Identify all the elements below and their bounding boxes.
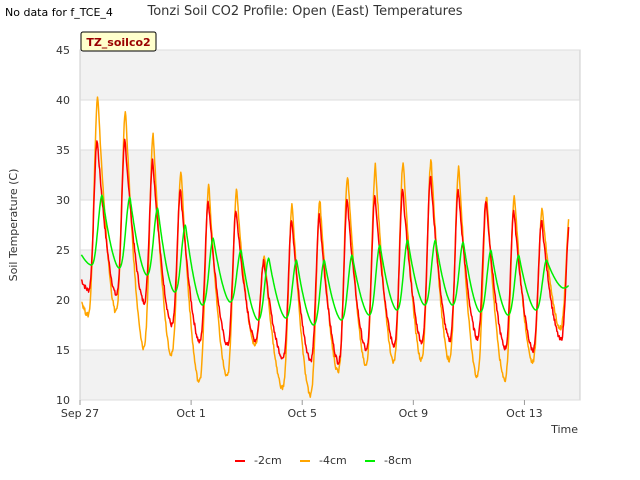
y-tick-label: 15	[56, 344, 70, 357]
plot-bands	[80, 50, 580, 400]
y-tick-label: 35	[56, 144, 70, 157]
x-axis-label: Time	[550, 423, 578, 436]
plot-band	[80, 50, 580, 100]
series-line-2cm	[80, 138, 570, 365]
chart-title: Tonzi Soil CO2 Profile: Open (East) Temp…	[146, 4, 462, 19]
y-axis-label: Soil Temperature (C)	[7, 169, 20, 282]
plot-band	[80, 350, 580, 400]
legend-label: -8cm	[384, 454, 412, 467]
plot-band	[80, 250, 580, 300]
legend-label: -4cm	[319, 454, 347, 467]
x-tick-label: Oct 9	[399, 407, 429, 420]
x-tick-label: Oct 13	[506, 407, 543, 420]
tag-box: TZ_soilco2	[80, 31, 157, 52]
y-tick-label: 10	[56, 394, 70, 407]
y-tick-label: 20	[56, 294, 70, 307]
y-tick-label: 25	[56, 244, 70, 257]
x-tick-label: Oct 5	[287, 407, 317, 420]
no-data-note: No data for f_TCE_4	[5, 6, 113, 19]
legend-label: -2cm	[254, 454, 282, 467]
series-line-8cm	[80, 194, 570, 326]
y-tick-label: 45	[56, 44, 70, 57]
series-lines	[80, 96, 570, 398]
tag-label: TZ_soilco2	[86, 36, 150, 49]
y-axis-ticks: 10 15 20 25 30 35 40 45	[56, 44, 70, 407]
x-tick-label: Oct 1	[176, 407, 206, 420]
legend: -2cm -4cm -8cm	[235, 454, 412, 467]
plot-band	[80, 150, 580, 200]
y-tick-label: 30	[56, 194, 70, 207]
x-tick-label: Sep 27	[61, 407, 99, 420]
x-axis-ticks: Sep 27 Oct 1 Oct 5 Oct 9 Oct 13	[61, 400, 543, 420]
y-tick-label: 40	[56, 94, 70, 107]
